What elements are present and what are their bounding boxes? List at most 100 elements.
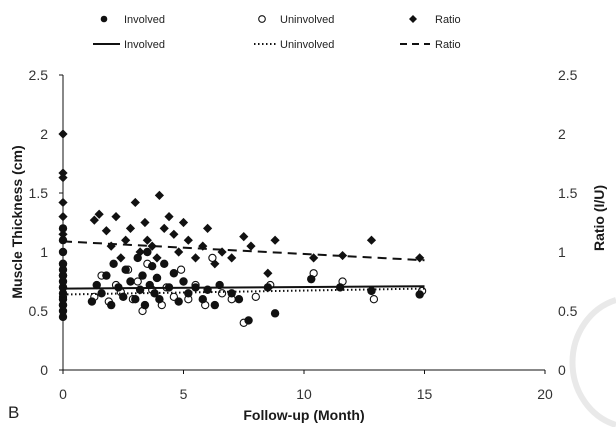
- ratio-point: [169, 229, 179, 239]
- ratio-point: [174, 247, 184, 257]
- legend-line-label-uninvolved: Uninvolved: [280, 39, 334, 51]
- ratio-point: [415, 253, 425, 263]
- legend-label-involved: Involved: [124, 14, 165, 26]
- ratio-point: [58, 197, 68, 208]
- involved-point: [58, 224, 68, 233]
- involved-point: [227, 289, 236, 298]
- involved-point: [133, 253, 142, 263]
- ratio-point: [140, 217, 150, 228]
- left-y-tick-label: 0.5: [29, 303, 49, 319]
- uninvolved-trendline: [62, 287, 425, 296]
- x-tick-label: 0: [59, 386, 67, 402]
- involved-point: [415, 290, 424, 299]
- legend-line-involved: Involved: [93, 39, 165, 51]
- involved-point: [143, 247, 152, 257]
- ratio-point: [94, 209, 104, 219]
- involved-point: [121, 265, 130, 274]
- legend-marker-involved: Involved: [100, 14, 165, 26]
- involved-point: [58, 271, 68, 280]
- legend-label-ratio: Ratio: [435, 14, 461, 26]
- involved-point: [138, 271, 147, 280]
- involved-point: [58, 236, 68, 245]
- x-tick-label: 15: [417, 386, 433, 402]
- involved-point: [160, 259, 169, 268]
- involved-point: [58, 277, 68, 286]
- left-y-axis-label: Muscle Thickness (cm): [9, 145, 25, 298]
- involved-point: [244, 316, 253, 325]
- legend-label-uninvolved: Uninvolved: [280, 14, 334, 26]
- ratio-point: [270, 235, 280, 245]
- involved-point: [270, 309, 280, 318]
- ratio-point: [147, 241, 157, 251]
- involved-point: [107, 300, 116, 310]
- involved-point: [126, 277, 135, 286]
- legend-line-ratio: Ratio: [400, 39, 461, 51]
- involved-point: [131, 295, 140, 304]
- legend-line-uninvolved: Uninvolved: [254, 39, 334, 51]
- involved-point: [97, 289, 106, 298]
- involved-point: [210, 300, 220, 310]
- panel-label: B: [8, 403, 19, 422]
- uninvolved-point: [208, 253, 217, 263]
- uninvolved-point: [217, 289, 227, 298]
- trendlines: [62, 240, 425, 296]
- involved-point: [92, 280, 101, 290]
- ratio-points: [58, 129, 425, 278]
- ratio-point: [183, 235, 193, 245]
- legend-marker-ratio: Ratio: [409, 14, 461, 26]
- involved-point: [155, 295, 164, 304]
- x-tick-label: 10: [296, 386, 312, 402]
- ratio-point: [239, 232, 249, 242]
- ratio-point: [125, 223, 136, 233]
- involved-point: [58, 259, 68, 268]
- ratio-point: [58, 212, 68, 222]
- ratio-point: [263, 268, 273, 278]
- involved-point: [58, 300, 68, 310]
- ratio-point: [159, 223, 169, 233]
- involved-point: [169, 269, 179, 278]
- ratio-point: [142, 235, 152, 245]
- legend-line-label-involved: Involved: [124, 39, 165, 51]
- x-tick-label: 5: [180, 386, 188, 402]
- axes: [62, 75, 545, 371]
- left-y-tick-label: 2: [40, 126, 48, 142]
- ratio-point: [164, 212, 174, 222]
- ratio-point: [227, 253, 237, 263]
- ratio-point: [58, 168, 68, 178]
- involved-point: [179, 277, 188, 286]
- left-y-axis-ticks: 0 0.5 1 1.5 2 2.5: [29, 67, 63, 378]
- legend-line-label-ratio: Ratio: [435, 39, 461, 51]
- ratio-point: [101, 226, 111, 236]
- right-y-axis-ticks: 0 0.5 1 1.5 2 2.5: [558, 67, 578, 378]
- right-y-tick-label: 2.5: [558, 67, 578, 83]
- involved-point: [58, 289, 68, 298]
- involved-point: [58, 295, 68, 304]
- involved-point: [307, 274, 316, 284]
- ratio-point: [58, 173, 68, 183]
- uninvolved-point: [369, 295, 379, 304]
- involved-point: [58, 312, 68, 322]
- right-y-tick-label: 1.5: [558, 185, 578, 201]
- ratio-point: [366, 235, 377, 245]
- right-y-tick-label: 2: [558, 126, 566, 142]
- left-y-tick-label: 1.5: [29, 185, 49, 201]
- ratio-point: [130, 197, 140, 208]
- ratio-point: [154, 190, 164, 200]
- involved-point: [109, 259, 118, 268]
- uninvolved-point: [251, 292, 260, 301]
- involved-point: [174, 297, 183, 306]
- ratio-point: [152, 253, 162, 263]
- ratio-point: [178, 217, 189, 228]
- ratio-point: [309, 253, 319, 263]
- ratio-trendline: [62, 240, 425, 262]
- left-y-tick-label: 2.5: [29, 67, 49, 83]
- involved-point: [87, 297, 97, 306]
- involved-point: [58, 265, 68, 274]
- corner-watermark-arc: [569, 297, 616, 427]
- left-y-tick-label: 0: [40, 362, 48, 378]
- ratio-point: [246, 241, 256, 251]
- x-axis-ticks: 0 5 10 15 20: [59, 370, 553, 402]
- involved-point: [150, 289, 159, 298]
- involved-point: [234, 295, 244, 304]
